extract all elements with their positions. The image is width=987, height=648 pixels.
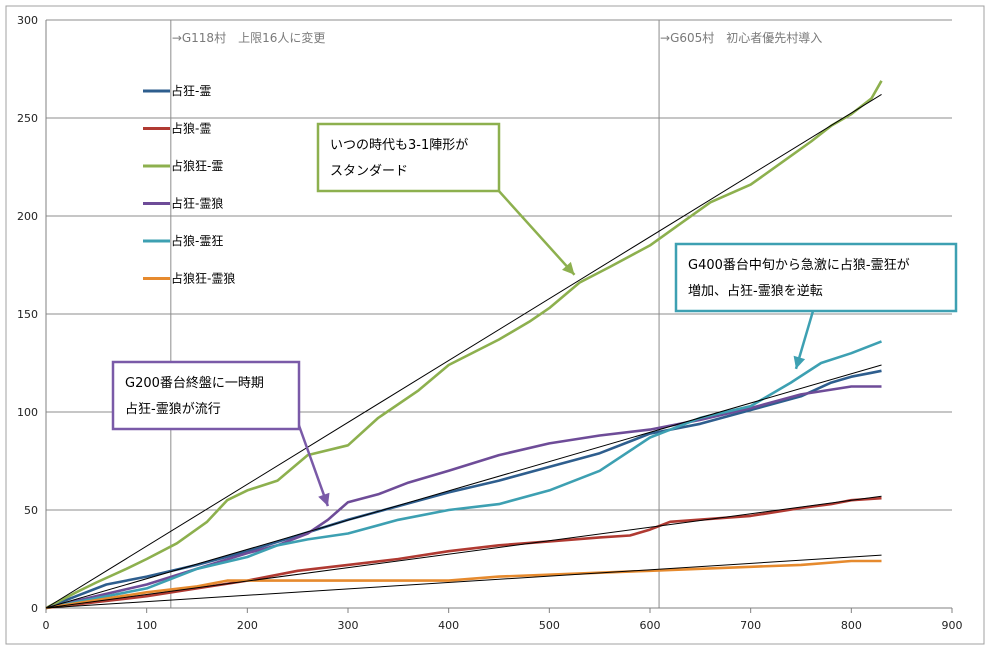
x-tick-label: 300 [338, 619, 359, 632]
x-tick-label: 900 [942, 619, 963, 632]
x-tick-label: 600 [640, 619, 661, 632]
trend-lines [45, 94, 882, 609]
y-tick-label: 100 [17, 406, 38, 419]
series-line [45, 340, 882, 610]
event-markers: →G118村 上限16人に変更 →G605村 初心者優先村導入 [170, 20, 822, 608]
event-label: →G605村 初心者優先村導入 [660, 31, 822, 45]
y-tick-label: 250 [17, 112, 38, 125]
legend-label: 占狼-霊狂 [171, 233, 223, 248]
x-tick-label: 700 [740, 619, 761, 632]
y-tick-label: 50 [24, 504, 38, 517]
series-line [45, 80, 883, 610]
legend-label: 占狂-霊 [171, 83, 211, 98]
callout-box [111, 360, 301, 431]
x-tick-label: 800 [841, 619, 862, 632]
trend-line [45, 554, 882, 609]
callout-text: 増加、占狂-霊狼を逆転 [688, 283, 823, 299]
axes: 0 50 100 150 200 250 300 0 100 200 300 400 500 600 700… [17, 14, 963, 632]
legend-label: 占狂-霊狼 [171, 196, 223, 211]
y-tick-label: 300 [17, 14, 38, 27]
callout-text: G400番台中旬から急激に占狼-霊狂が [688, 258, 910, 273]
y-tick-label: 0 [31, 602, 38, 615]
callout-box [674, 242, 958, 313]
trend-line [45, 495, 882, 609]
x-tick-label: 400 [438, 619, 459, 632]
y-tick-label: 150 [17, 308, 38, 321]
chart-frame [5, 5, 985, 645]
callout-arrow-line [497, 189, 576, 276]
legend-label: 占狼狂-霊 [171, 158, 223, 173]
x-tick-label: 0 [43, 619, 50, 632]
callout-text: 占狂-霊狼が流行 [125, 402, 221, 417]
callout-arrow-line [295, 419, 330, 507]
callout-arrow-head [793, 355, 806, 369]
callout-text: いつの時代も3-1陣形が [330, 138, 468, 153]
x-tick-label: 200 [237, 619, 258, 632]
callout-text: スタンダード [330, 164, 408, 179]
legend-label: 占狼-霊 [171, 121, 211, 136]
y-tick-label: 200 [17, 210, 38, 223]
series-line [45, 369, 882, 610]
trend-line [45, 94, 882, 609]
callout-arrow-head [318, 492, 330, 507]
legend-label: 占狼狂-霊狼 [171, 271, 235, 286]
trend-line [45, 364, 882, 609]
x-tick-label: 100 [136, 619, 157, 632]
x-tick-label: 500 [539, 619, 560, 632]
callout-box [316, 122, 501, 193]
callout-arrow-head [562, 261, 575, 275]
callout-text: G200番台終盤に一時期 [125, 375, 264, 391]
event-label: →G118村 上限16人に変更 [172, 30, 326, 45]
series-line [45, 559, 882, 610]
